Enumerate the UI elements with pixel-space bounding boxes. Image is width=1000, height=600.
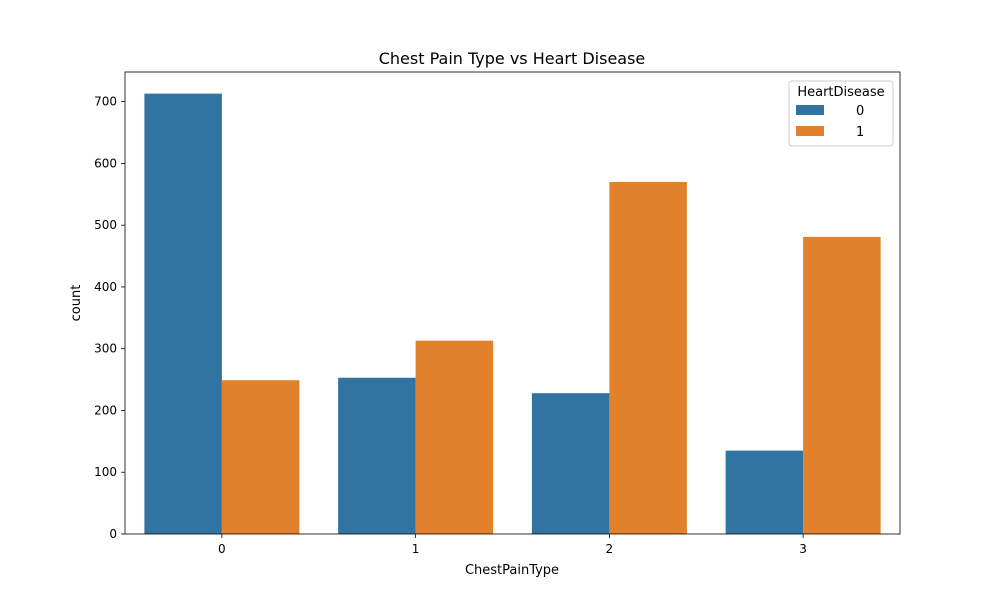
legend-label-0: 0 (856, 104, 864, 119)
x-tick-label: 1 (412, 542, 420, 556)
legend-title: HeartDisease (797, 85, 884, 100)
x-tick-label: 0 (218, 542, 226, 556)
legend-swatch-1 (796, 126, 824, 136)
bar-cat2-series0 (531, 393, 610, 534)
y-tick-label: 700 (94, 95, 117, 109)
x-tick-label: 3 (799, 542, 807, 556)
y-axis-ticks: 0 100 200 300 400 500 600 700 (94, 95, 125, 541)
bar-cat2-series1 (609, 181, 687, 534)
y-tick-label: 300 (94, 342, 117, 356)
bar-cat0-series0 (144, 93, 222, 535)
y-tick-label: 100 (94, 465, 117, 479)
x-axis-label: ChestPainType (465, 563, 559, 578)
bar-cat3-series0 (725, 450, 804, 534)
y-tick-label: 600 (94, 156, 117, 170)
chart-title: Chest Pain Type vs Heart Disease (379, 49, 646, 68)
x-tick-label: 2 (606, 542, 614, 556)
y-tick-label: 200 (94, 403, 117, 417)
y-tick-label: 400 (94, 280, 117, 294)
legend: HeartDisease 0 1 (788, 80, 894, 147)
legend-label-1: 1 (856, 125, 864, 140)
plot-frame (124, 71, 901, 535)
bar-cat0-series1 (221, 380, 300, 534)
x-axis-ticks: 0 1 2 3 (218, 534, 807, 556)
bar-cat3-series1 (803, 236, 881, 534)
bars-group (144, 93, 881, 535)
y-axis-label: count (69, 285, 84, 322)
bar-cat1-series1 (415, 340, 494, 534)
bar-cat1-series0 (338, 377, 416, 534)
legend-swatch-0 (796, 105, 824, 115)
y-tick-label: 0 (109, 527, 117, 541)
y-tick-label: 500 (94, 218, 117, 232)
